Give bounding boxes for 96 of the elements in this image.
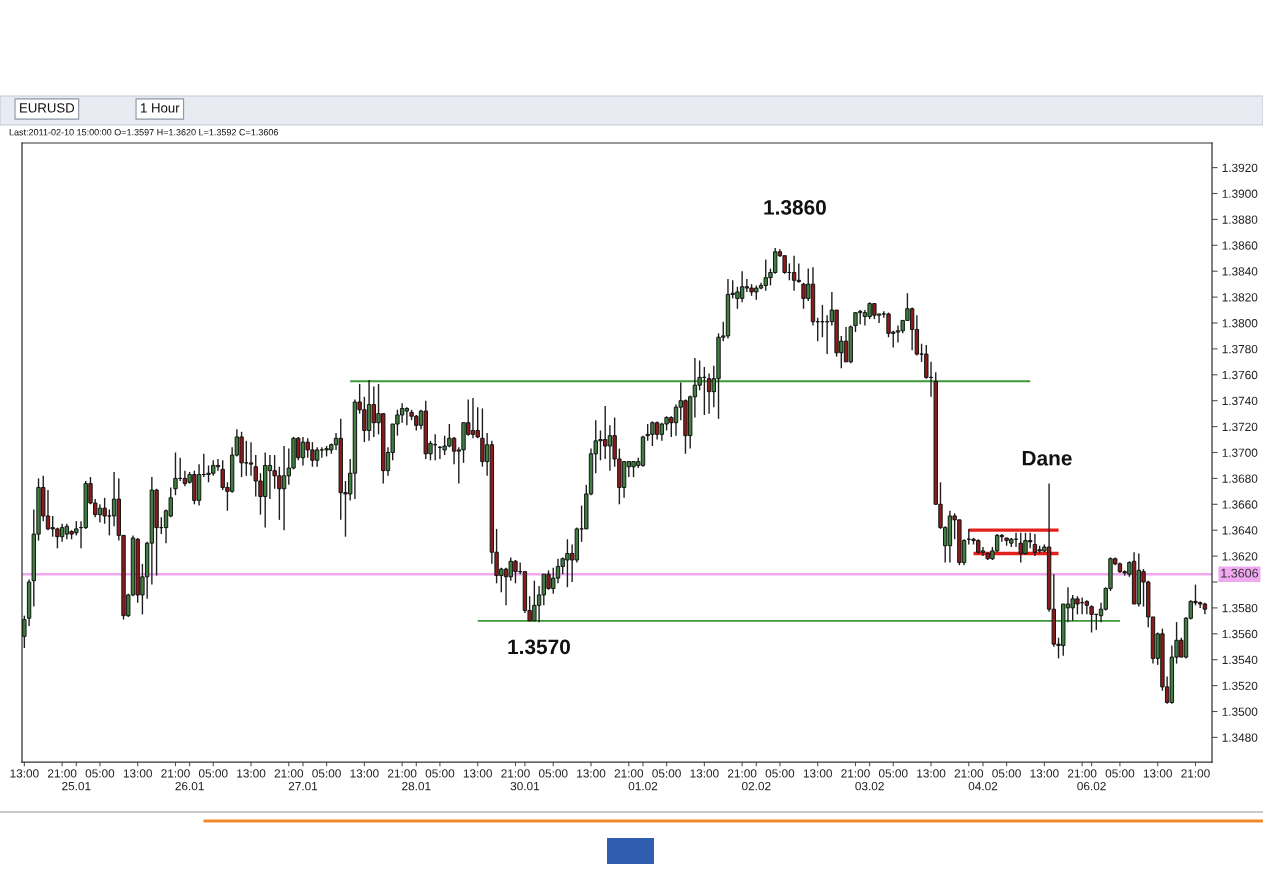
x-tick-label: 13:00 <box>1143 769 1173 778</box>
x-tick-label: 05:00 <box>85 769 115 778</box>
x-tick-label: 21:00 <box>1067 769 1097 778</box>
x-tick-label: 28.01 <box>402 781 431 791</box>
candlestick <box>173 451 178 496</box>
y-tick-label: 1.3820 <box>1222 293 1258 302</box>
x-tick-label: 27.01 <box>288 781 318 791</box>
x-tick-label: 04.02 <box>968 781 998 791</box>
candlestick <box>673 403 679 437</box>
y-tick-label: 1.3800 <box>1222 319 1258 328</box>
x-tick-label: 02.02 <box>742 781 771 791</box>
x-tick-label: 21:00 <box>47 769 77 778</box>
x-tick-label: 21:00 <box>954 769 984 778</box>
y-tick-label: 1.3760 <box>1222 370 1258 380</box>
candlestick <box>1089 604 1094 634</box>
y-tick-label: 1.3740 <box>1222 396 1258 406</box>
candlestick <box>739 270 745 303</box>
candlestick <box>102 497 107 525</box>
x-tick-label: 30.01 <box>510 781 540 791</box>
y-tick-label: 1.3660 <box>1222 500 1258 509</box>
candlestick <box>267 454 273 500</box>
x-tick-label: 05:00 <box>992 769 1021 778</box>
candlestick <box>654 420 660 441</box>
x-tick-label: 03.02 <box>855 781 884 791</box>
annotation: 1.3570 <box>508 639 570 655</box>
x-tick-label: 05:00 <box>312 769 341 778</box>
x-tick-label: 13:00 <box>350 769 379 778</box>
candlestick <box>45 489 51 531</box>
candlestick <box>300 436 306 467</box>
x-tick-label: 25.01 <box>62 781 91 791</box>
candlestick <box>895 324 901 344</box>
candlestick <box>607 424 613 472</box>
x-tick-label: 05:00 <box>1105 769 1135 778</box>
y-tick-label: 1.3700 <box>1222 448 1258 457</box>
candlestick <box>451 436 457 465</box>
y-tick-label: 1.3680 <box>1222 474 1258 483</box>
candlestick <box>281 445 287 531</box>
x-tick-label: 21:00 <box>387 769 417 778</box>
x-tick-label: 13:00 <box>463 769 493 778</box>
y-tick-label: 1.3860 <box>1222 241 1258 250</box>
annotation: 1.3860 <box>764 200 826 215</box>
y-tick-label: 1.3540 <box>1222 655 1258 665</box>
x-tick-label: 06.02 <box>1077 781 1106 791</box>
y-tick-label: 1.3520 <box>1222 681 1258 690</box>
x-tick-label: 26.01 <box>175 781 204 791</box>
x-tick-label: 21:00 <box>727 769 757 778</box>
x-tick-label: 05:00 <box>652 769 681 778</box>
y-tick-label: 1.3880 <box>1222 215 1258 224</box>
y-tick-label: 1.3560 <box>1222 629 1258 639</box>
x-tick-label: 13:00 <box>123 769 153 778</box>
x-tick-label: 21:00 <box>161 769 190 778</box>
text: Last:2011-02-10 15:00:00 O=1.3597 H=1.3620 L=1.3592 C=1.3606 <box>9 129 278 136</box>
y-tick-label: 1.3500 <box>1222 707 1258 716</box>
x-tick-label: 13:00 <box>10 769 39 778</box>
candlestick <box>470 397 476 439</box>
x-tick-label: 13:00 <box>1030 769 1059 778</box>
y-tick-label: 1.3620 <box>1222 552 1258 561</box>
x-tick-label: 13:00 <box>803 769 833 778</box>
candlestick <box>399 402 405 424</box>
x-tick-label: 21:00 <box>614 769 644 778</box>
x-tick-label: 21:00 <box>841 769 870 778</box>
ref-line-label: 1.3606 <box>1221 568 1259 578</box>
x-tick-label: 05:00 <box>878 769 908 778</box>
x-tick-label: 13:00 <box>577 769 606 778</box>
y-tick-label: 1.3480 <box>1222 733 1258 742</box>
candlestick <box>314 446 320 468</box>
candlestick <box>404 406 410 427</box>
x-tick-label: 05:00 <box>538 769 568 778</box>
x-tick-label: 13:00 <box>690 769 719 778</box>
x-tick-label: 01.02 <box>628 781 658 791</box>
x-tick-label: 21:00 <box>501 769 530 778</box>
x-tick-label: 21:00 <box>274 769 304 778</box>
x-tick-label: 13:00 <box>237 769 266 778</box>
x-tick-label: 05:00 <box>765 769 795 778</box>
x-tick-label: 05:00 <box>198 769 228 778</box>
y-tick-label: 1.3920 <box>1222 163 1258 172</box>
x-tick-label: 21:00 <box>1181 769 1210 778</box>
candlestick <box>1032 533 1038 557</box>
candlestick <box>843 326 849 363</box>
y-tick-label: 1.3640 <box>1222 526 1258 535</box>
candlestick <box>1084 599 1090 616</box>
candlestick <box>909 306 915 351</box>
y-tick-label: 1.3840 <box>1222 267 1258 276</box>
candlestick <box>706 372 712 415</box>
text: EURUSD <box>20 103 75 113</box>
candlestick <box>59 523 65 543</box>
y-tick-label: 1.3780 <box>1222 344 1258 354</box>
candlestick <box>791 254 797 292</box>
y-tick-label: 1.3900 <box>1222 189 1258 198</box>
text: 1 Hour <box>141 103 180 113</box>
x-tick-label: 13:00 <box>917 769 946 778</box>
y-tick-label: 1.3720 <box>1222 422 1258 431</box>
x-tick-label: 05:00 <box>425 769 455 778</box>
y-tick-label: 1.3580 <box>1222 603 1258 613</box>
annotation: Dane <box>1022 451 1072 466</box>
candlestick <box>319 446 325 459</box>
